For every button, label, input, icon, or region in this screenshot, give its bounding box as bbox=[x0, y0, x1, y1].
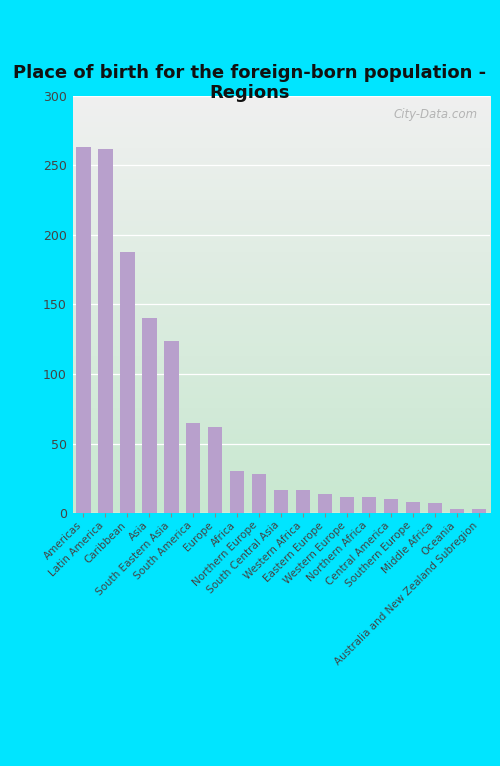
Bar bbox=[406, 502, 420, 513]
Bar bbox=[76, 147, 90, 513]
Bar bbox=[186, 423, 200, 513]
Bar bbox=[164, 341, 178, 513]
Bar bbox=[428, 503, 442, 513]
Text: Place of birth for the foreign-born population -: Place of birth for the foreign-born popu… bbox=[14, 64, 486, 82]
Bar bbox=[274, 489, 288, 513]
Bar bbox=[362, 496, 376, 513]
Bar bbox=[230, 471, 244, 513]
Bar bbox=[318, 494, 332, 513]
Bar bbox=[450, 509, 464, 513]
Bar bbox=[142, 319, 156, 513]
Bar bbox=[296, 489, 310, 513]
Bar bbox=[340, 496, 354, 513]
Bar bbox=[384, 499, 398, 513]
Bar bbox=[472, 509, 486, 513]
Bar bbox=[208, 427, 222, 513]
Text: City-Data.com: City-Data.com bbox=[394, 108, 477, 121]
Bar bbox=[98, 149, 112, 513]
Bar bbox=[120, 251, 134, 513]
Text: Regions: Regions bbox=[210, 84, 290, 103]
Bar bbox=[252, 474, 266, 513]
